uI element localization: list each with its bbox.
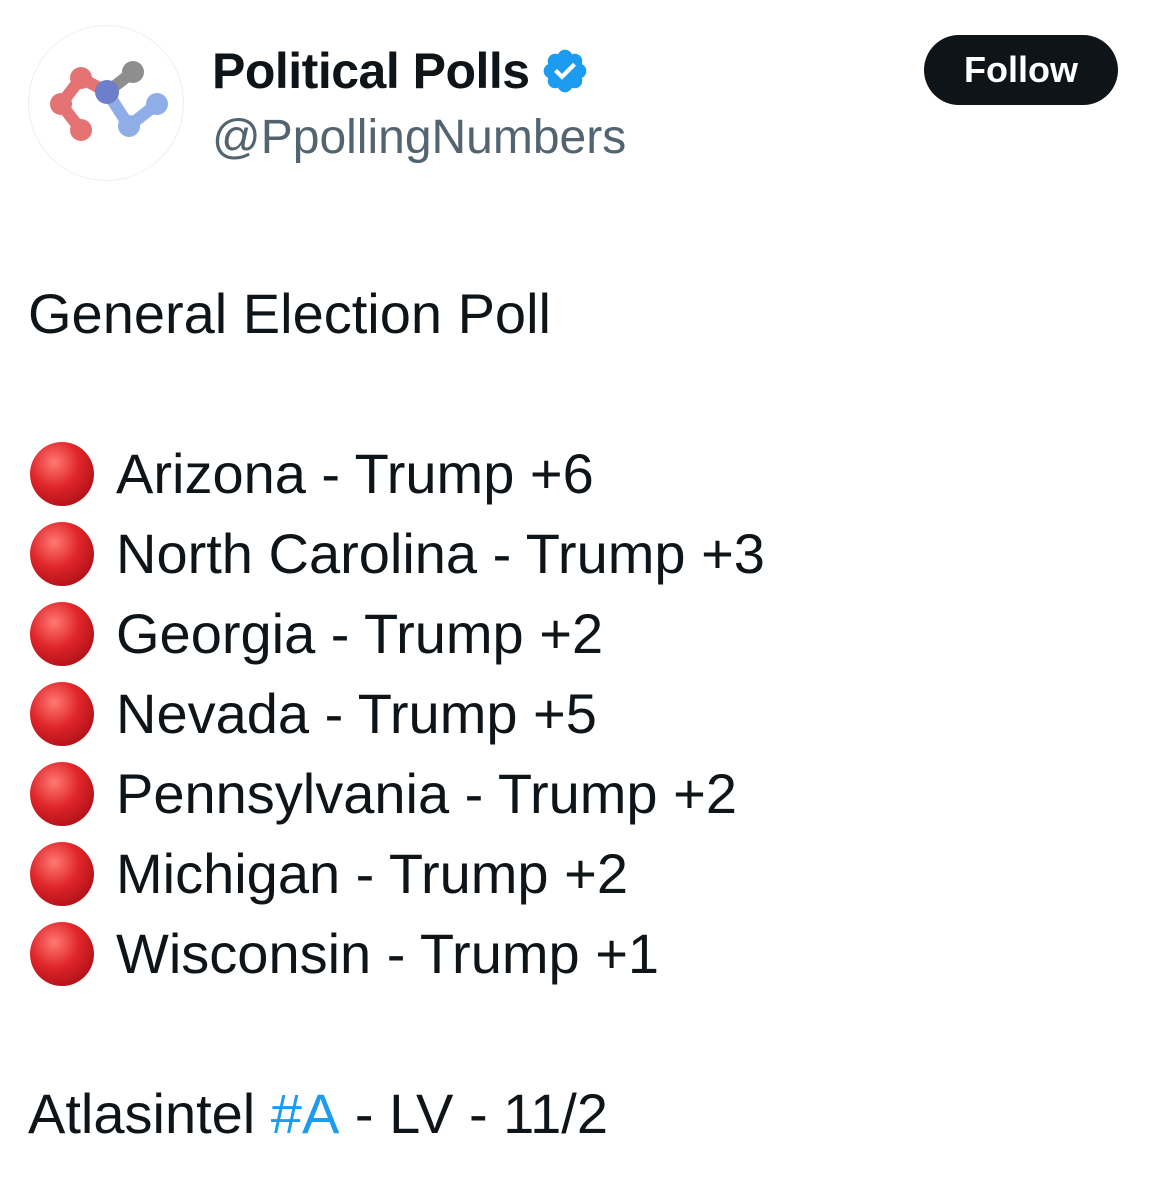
tweet-headline: General Election Poll [28, 282, 551, 345]
follow-button[interactable]: Follow [924, 35, 1118, 105]
blank-line [28, 994, 1138, 1074]
poll-result-text: Arizona - Trump +6 [116, 442, 594, 505]
poll-result-text: North Carolina - Trump +3 [116, 522, 765, 585]
hashtag-link[interactable]: #A [270, 1082, 340, 1145]
author-name-row: Political Polls [212, 40, 590, 102]
poll-result-text: Wisconsin - Trump +1 [116, 922, 660, 985]
source-prefix: Atlasintel [28, 1082, 271, 1145]
source-suffix: - LV - 11/2 [339, 1082, 609, 1145]
author-display-name[interactable]: Political Polls [212, 43, 530, 99]
poll-result-text: Nevada - Trump +5 [116, 682, 597, 745]
poll-result-text: Michigan - Trump +2 [116, 842, 628, 905]
list-item: Nevada - Trump +5 [28, 674, 1138, 754]
list-item: Georgia - Trump +2 [28, 594, 1138, 674]
poll-results-list: Arizona - Trump +6 North Carolina - Trump… [28, 434, 1138, 994]
tweet-header: Political Polls @PpollingNumbers Follow [0, 0, 1170, 200]
list-item: Wisconsin - Trump +1 [28, 914, 1138, 994]
red-circle-icon [28, 600, 96, 668]
red-circle-icon [28, 520, 96, 588]
verified-badge-icon[interactable] [540, 46, 590, 96]
red-circle-icon [28, 680, 96, 748]
red-circle-icon [28, 920, 96, 988]
list-item: Pennsylvania - Trump +2 [28, 754, 1138, 834]
author-handle[interactable]: @PpollingNumbers [212, 111, 627, 164]
poll-result-text: Georgia - Trump +2 [116, 602, 604, 665]
list-item: Michigan - Trump +2 [28, 834, 1138, 914]
tweet-source-line: Atlasintel #A - LV - 11/2 [28, 1074, 1138, 1154]
list-item: Arizona - Trump +6 [28, 434, 1138, 514]
poll-result-text: Pennsylvania - Trump +2 [116, 762, 737, 825]
red-circle-icon [28, 760, 96, 828]
red-circle-icon [28, 840, 96, 908]
red-circle-icon [28, 440, 96, 508]
list-item: North Carolina - Trump +3 [28, 514, 1138, 594]
blank-line [28, 354, 1138, 434]
connected-nodes-logo-icon [50, 61, 168, 141]
tweet-text: General Election Poll Arizona - Trump +6… [28, 274, 1138, 1154]
avatar[interactable] [28, 25, 184, 181]
